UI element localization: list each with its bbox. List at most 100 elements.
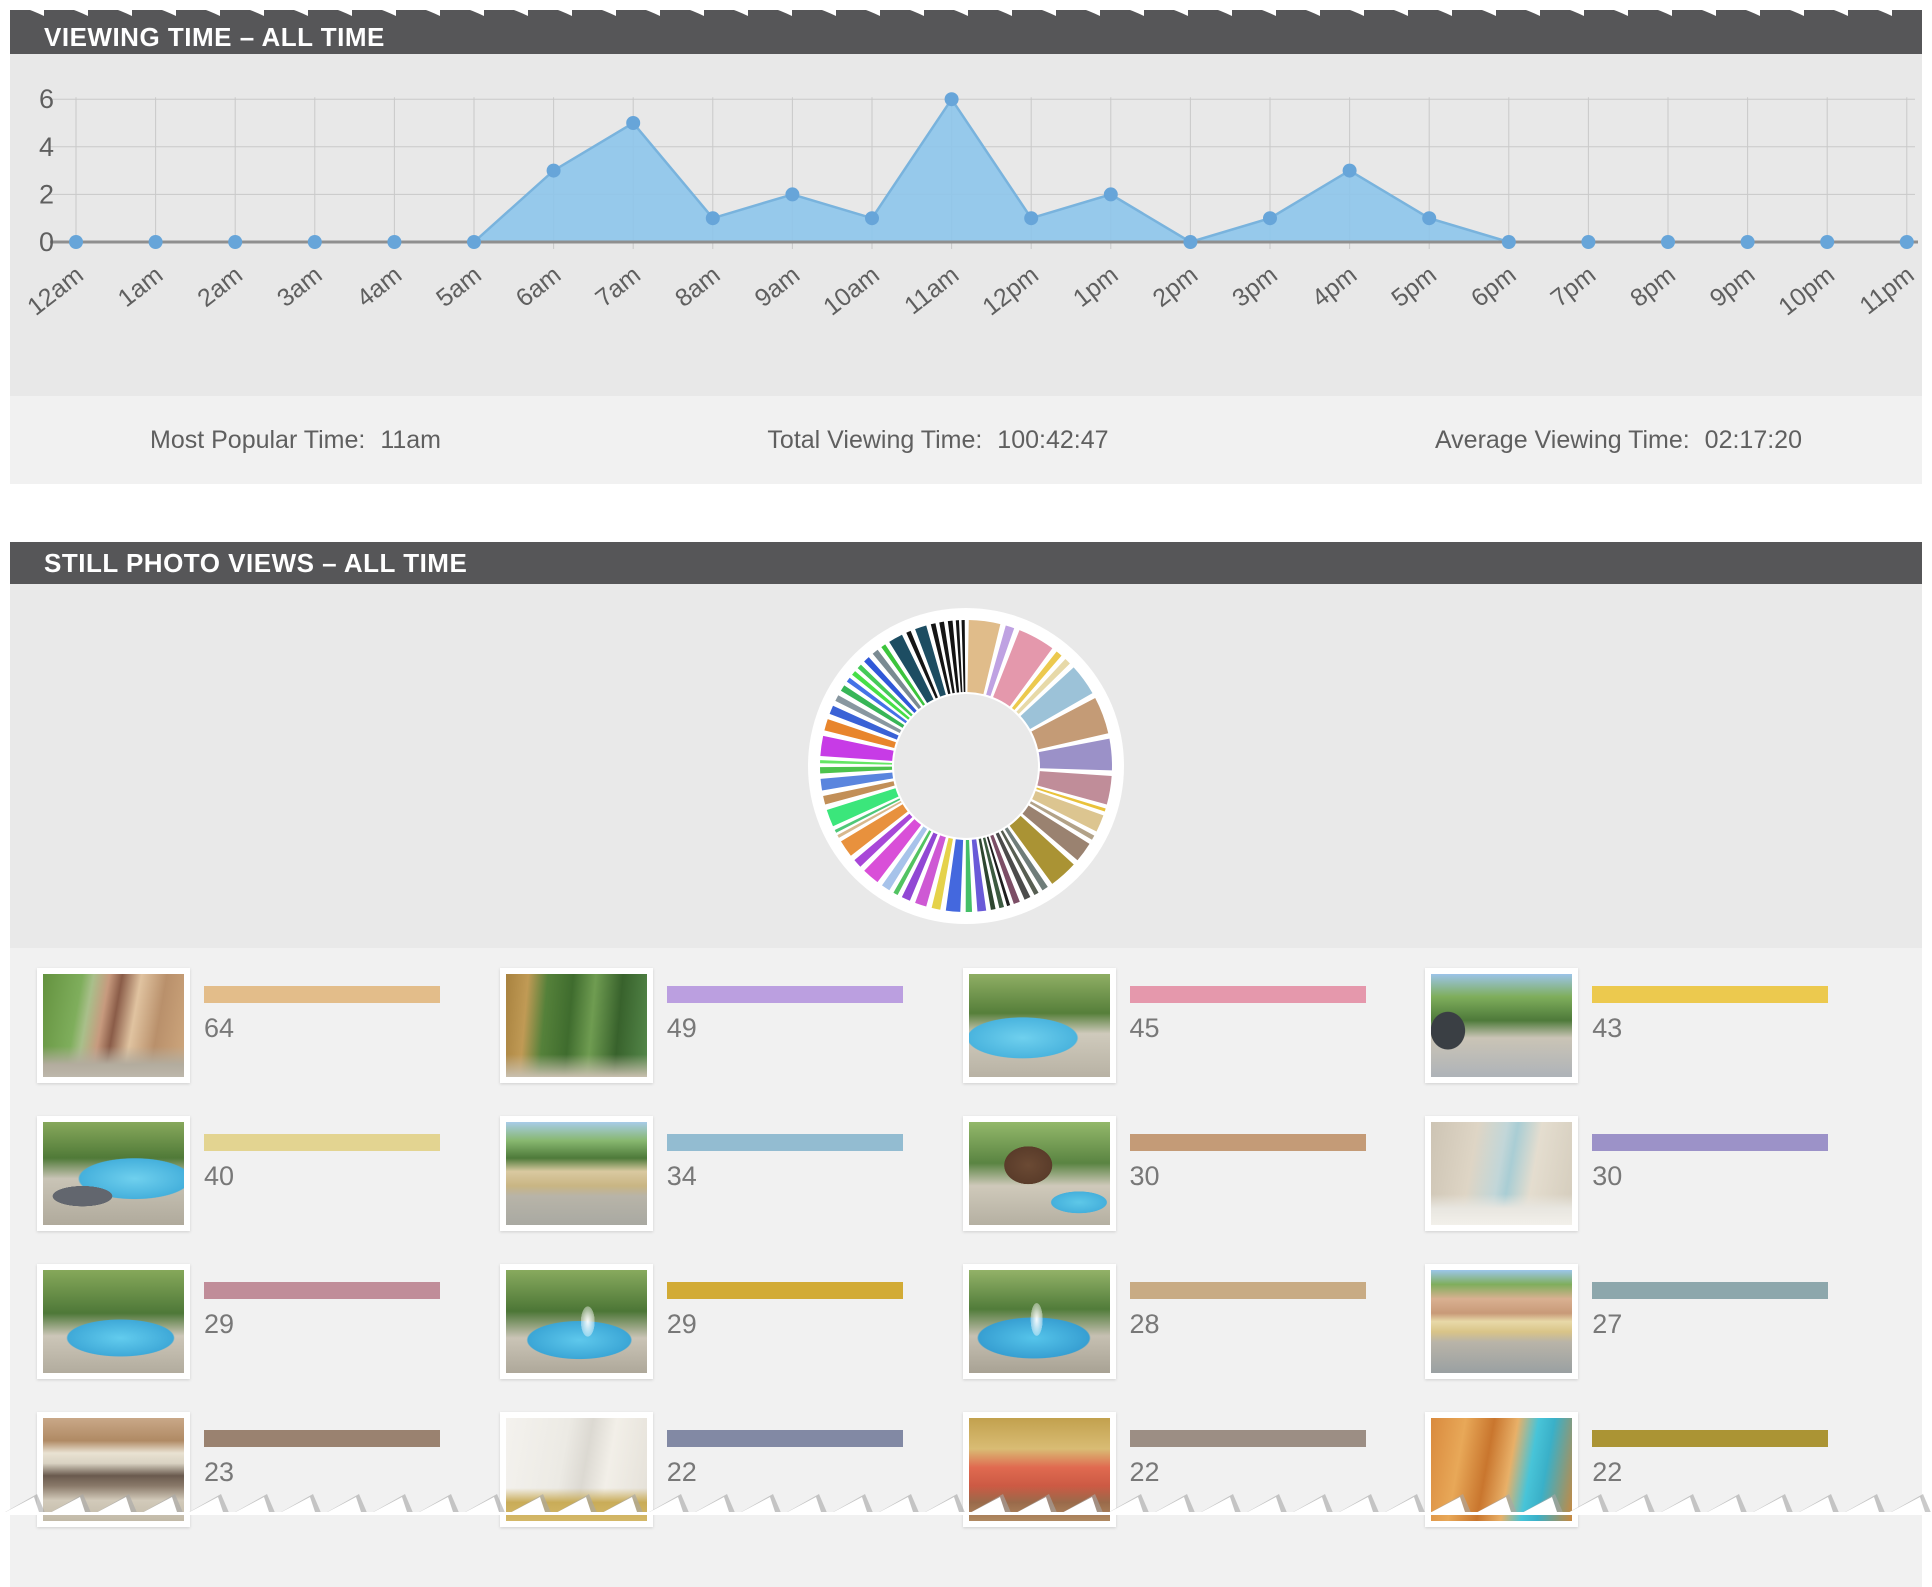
data-point-dot	[1501, 235, 1516, 249]
views-count: 64	[204, 1013, 235, 1043]
photo-thumbnail-garage-driveway[interactable]	[505, 1122, 647, 1225]
y-axis-tick-label: 4	[39, 132, 54, 162]
data-point-dot	[944, 92, 959, 107]
photo-views-item: 49	[499, 968, 963, 1083]
donut-segment	[961, 620, 966, 693]
views-color-bar	[1129, 1430, 1366, 1447]
views-count: 29	[204, 1309, 235, 1339]
donut-segment	[829, 705, 899, 740]
average-viewing-time-stat: Average Viewing Time: 02:17:20	[1435, 426, 1802, 455]
data-point-dot	[1263, 211, 1277, 226]
donut-segment	[901, 832, 938, 901]
views-count: 29	[666, 1309, 697, 1339]
photo-thumbnail-patio-grill[interactable]	[1431, 974, 1573, 1077]
donut-segment	[978, 838, 996, 910]
donut-segment	[930, 623, 951, 695]
photo-views-item: 30	[1425, 1116, 1888, 1231]
data-point-dot	[69, 235, 83, 249]
views-color-bar	[1592, 1430, 1829, 1447]
views-count: 23	[204, 1457, 235, 1487]
photo-thumbnail-bathroom[interactable]	[1431, 1122, 1573, 1225]
donut-segment	[852, 671, 910, 720]
photo-views-detail: 34	[666, 1116, 903, 1231]
photo-card	[499, 1264, 653, 1379]
data-point-dot	[467, 235, 481, 249]
x-axis-tick-label: 1am	[113, 261, 169, 313]
donut-segment	[823, 781, 895, 805]
photo-views-detail: 29	[204, 1264, 440, 1379]
data-point-dot	[228, 235, 243, 249]
donut-segment	[1032, 791, 1104, 832]
data-point-dot	[307, 235, 322, 249]
photo-card	[1425, 968, 1579, 1083]
donut-segment	[820, 735, 894, 761]
photo-thumbnail-side-path[interactable]	[505, 974, 647, 1077]
x-axis-tick-label: 8pm	[1625, 261, 1681, 313]
x-axis-tick-label: 12am	[22, 261, 89, 322]
donut-segment	[835, 695, 902, 733]
photo-thumbnail-shed-pool[interactable]	[968, 1122, 1110, 1225]
photo-thumbnail-front-entrance[interactable]	[43, 974, 184, 1077]
views-color-bar	[666, 1430, 903, 1447]
data-point-dot	[148, 235, 163, 249]
photo-card	[1425, 1116, 1579, 1231]
donut-segment	[1029, 801, 1095, 840]
photo-thumbnail-pool-curve[interactable]	[43, 1270, 184, 1373]
x-axis-tick-label: 4pm	[1307, 261, 1363, 313]
donut-segment	[820, 772, 894, 791]
donut-segment	[982, 837, 1004, 909]
donut-segment	[864, 819, 922, 883]
views-count: 27	[1592, 1309, 1623, 1339]
data-point-dot	[1820, 235, 1835, 249]
data-point-dot	[865, 211, 879, 226]
photo-thumbnail-pool-fountain[interactable]	[505, 1270, 647, 1373]
data-point-dot	[1103, 187, 1118, 202]
total-viewing-time-stat: Total Viewing Time: 100:42:47	[767, 426, 1108, 455]
photo-views-item: 30	[962, 1116, 1426, 1231]
x-axis-tick-label: 1pm	[1068, 261, 1124, 313]
views-count: 22	[1129, 1457, 1160, 1487]
x-axis-tick-label: 11am	[899, 261, 964, 320]
views-color-bar	[1592, 1282, 1829, 1299]
donut-segment	[971, 839, 987, 912]
photo-thumbnail-pool-trees[interactable]	[968, 974, 1110, 1077]
photo-thumbnail-pool-fountain2[interactable]	[968, 1270, 1110, 1373]
x-axis-tick-label: 2pm	[1148, 261, 1204, 313]
views-count: 30	[1129, 1161, 1160, 1191]
views-count: 49	[666, 1013, 697, 1043]
x-axis-tick-label: 5pm	[1386, 261, 1442, 313]
photo-views-detail: 27	[1592, 1264, 1829, 1379]
data-point-dot	[626, 116, 641, 130]
donut-segment	[1022, 805, 1090, 861]
donut-segment	[995, 832, 1031, 900]
photo-views-item: 28	[962, 1264, 1426, 1379]
donut-segment	[1000, 830, 1039, 895]
donut-segment	[1036, 787, 1106, 812]
donut-segment	[965, 839, 973, 913]
photo-thumbnail-pool-loungers[interactable]	[43, 1122, 184, 1225]
donut-segment	[955, 620, 963, 693]
section-divider	[10, 484, 1922, 542]
x-axis-tick-label: 10am	[818, 261, 885, 322]
data-point-dot	[1899, 235, 1914, 249]
photo-views-detail: 23	[204, 1412, 440, 1527]
viewing-time-stats-row: Most Popular Time: 11am Total Viewing Ti…	[10, 396, 1922, 484]
x-axis-tick-label: 3am	[272, 261, 328, 313]
photo-card	[962, 1264, 1116, 1379]
x-axis-tick-label: 11pm	[1854, 261, 1919, 320]
photo-thumbnail-garage-house[interactable]	[1431, 1270, 1573, 1373]
donut-segment	[840, 804, 908, 856]
photo-views-item: 29	[37, 1264, 500, 1379]
photo-views-detail: 40	[204, 1116, 440, 1231]
views-color-bar	[1592, 986, 1829, 1003]
photo-views-donut-section	[10, 584, 1922, 948]
x-axis-tick-label: 7am	[590, 261, 646, 313]
photo-views-detail: 43	[1592, 968, 1829, 1083]
y-axis-tick-label: 6	[39, 84, 54, 114]
torn-paper-top-edge	[0, 0, 1932, 16]
views-color-bar	[1129, 986, 1366, 1003]
views-count: 43	[1592, 1013, 1623, 1043]
still-photo-views-section-header: STILL PHOTO VIEWS – ALL TIME	[10, 542, 1922, 584]
donut-segment	[1004, 827, 1048, 891]
